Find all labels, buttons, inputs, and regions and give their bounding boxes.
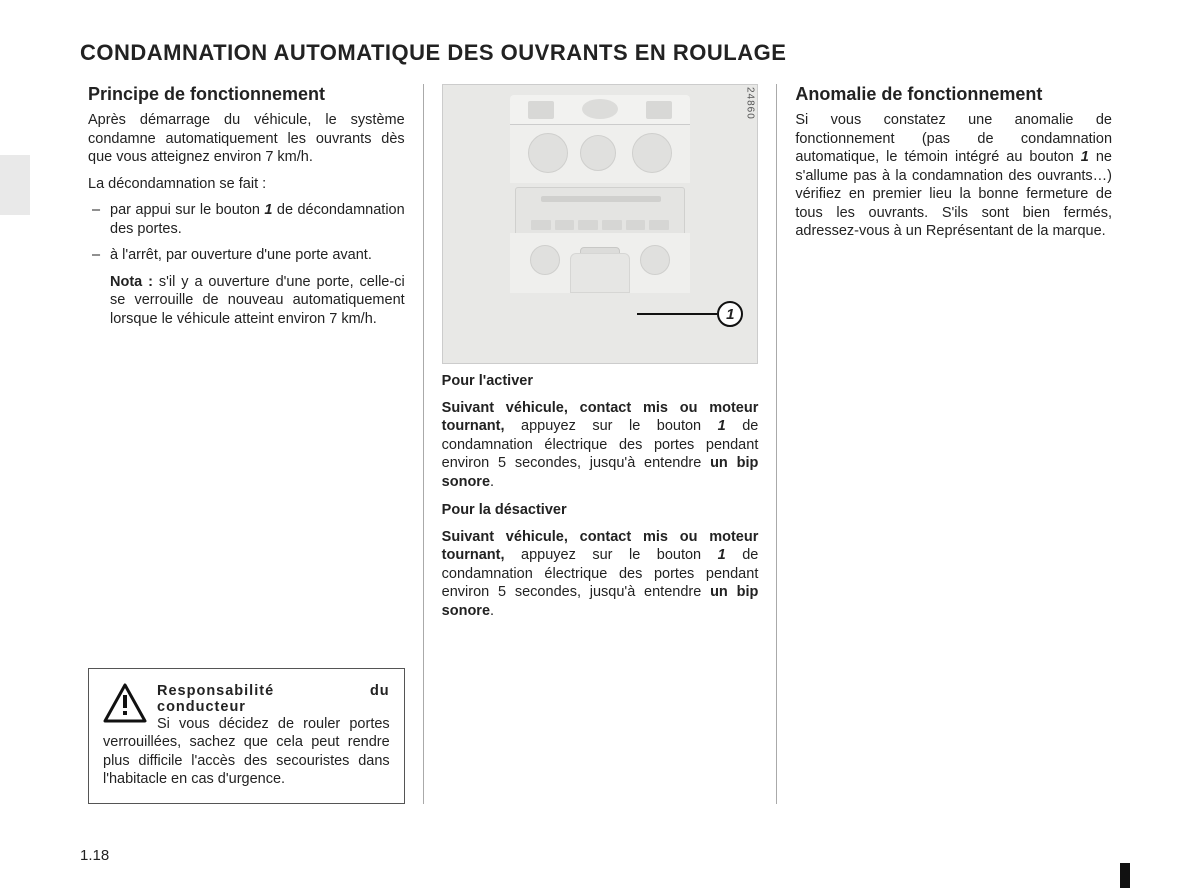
page: CONDAMNATION AUTOMATIQUE DES OUVRANTS EN… [0,0,1200,888]
col1-p1: Après démarrage du véhicule, le système … [88,111,405,167]
col1-li1: par appui sur le bouton 1 de décondamnat… [92,201,405,238]
deactivate-heading: Pour la désactiver [442,501,759,520]
callout-line [637,313,717,315]
col1-list: par appui sur le bouton 1 de décondamnat… [92,201,405,265]
deact-b: appuyez sur le bouton [505,547,718,563]
warning-box: Responsabilité du conducteur Si vous déc… [88,668,405,804]
col1-li2: à l'arrêt, par ouverture d'une porte ava… [92,246,405,265]
nota-label: Nota : [110,274,159,290]
col3-num: 1 [1081,149,1089,165]
bottom-tab [1120,863,1130,888]
col1-li1a: par appui sur le bouton [110,202,264,218]
deact-num: 1 [718,547,726,563]
col-right: Anomalie de fonctionnement Si vous const… [777,84,1130,804]
act-e: . [490,474,494,490]
activate-body: Suivant véhicule, contact mis ou moteur … [442,399,759,492]
warning-body: Si vous décidez de rouler portes verroui… [103,715,390,789]
callout-1: 1 [717,301,743,327]
deact-e: . [490,603,494,619]
col1-p2: La décondamnation se fait : [88,175,405,194]
activate-heading: Pour l'activer [442,372,759,391]
col-center: 24860 1 Pour l'activer Suivant véhicule,… [424,84,778,804]
col1-heading: Principe de fonctionnement [88,84,405,105]
warning-icon [103,683,147,723]
col3-heading: Anomalie de fonctionnement [795,84,1112,105]
col3-p: Si vous constatez une anomalie de foncti… [795,111,1112,241]
columns: Principe de fonctionnement Après démarra… [70,84,1130,804]
col1-nota: Nota : s'il y a ouverture d'une porte, c… [110,273,405,329]
page-number: 1.18 [80,847,109,864]
act-num: 1 [718,418,726,434]
col3-pa: Si vous constatez une anomalie de foncti… [795,112,1112,165]
page-title: CONDAMNATION AUTOMATIQUE DES OUVRANTS EN… [80,40,1130,66]
image-ref-label: 24860 [744,87,755,120]
col-left: Principe de fonctionnement Après démarra… [70,84,424,804]
side-tab [0,155,30,215]
deactivate-body: Suivant véhicule, contact mis ou moteur … [442,528,759,621]
dashboard-figure: 24860 1 [442,84,759,364]
act-b: appuyez sur le bouton [505,418,718,434]
